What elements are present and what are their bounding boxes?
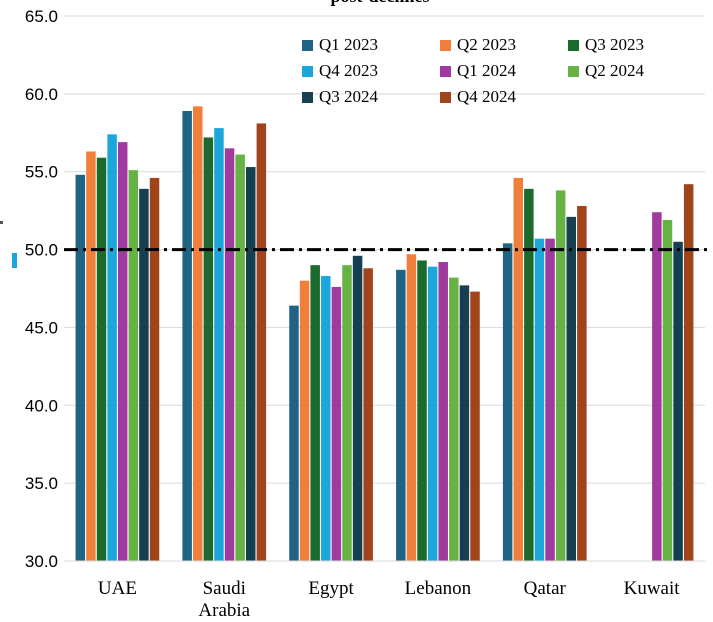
bar: [683, 184, 694, 561]
bar: [86, 151, 96, 561]
x-tick-label: Saudi Arabia: [198, 578, 250, 621]
x-tick-label: Egypt: [308, 578, 354, 599]
bar: [193, 106, 203, 562]
legend-item: Q4 2024: [440, 85, 568, 109]
bar: [128, 170, 139, 561]
legend-item: Q1 2024: [440, 59, 568, 83]
bar: [406, 254, 417, 561]
legend-swatch: [302, 65, 313, 77]
bar: [107, 134, 117, 562]
bar: [449, 277, 459, 561]
bar: [662, 219, 673, 561]
x-tick-label: Kuwait: [624, 578, 681, 599]
legend-label: Q2 2024: [585, 61, 645, 80]
legend-label: Q2 2023: [457, 35, 517, 54]
bar: [139, 188, 149, 562]
y-tick-label: 30.0: [25, 552, 58, 571]
legend-label: Q3 2024: [319, 87, 379, 106]
bar: [566, 216, 576, 561]
bar: [427, 266, 438, 561]
legend-label: Q1 2024: [457, 61, 517, 80]
bar: [246, 167, 256, 562]
bar: [363, 268, 373, 561]
bar: [459, 285, 470, 561]
legend-swatch: [568, 65, 579, 77]
bar: [396, 269, 406, 561]
y-tick-label: 35.0: [25, 474, 58, 493]
y-tick-label: 40.0: [25, 396, 58, 415]
legend-label: Q3 2023: [585, 35, 645, 54]
bar: [342, 265, 352, 561]
bar: [75, 174, 86, 562]
bar: [545, 238, 555, 561]
legend-item: Q3 2024: [302, 85, 440, 109]
bar: [214, 128, 224, 561]
bar: [438, 262, 448, 561]
legend-item: Q2 2023: [440, 33, 568, 57]
bar: [417, 260, 427, 561]
legend: Q1 2023 Q2 2023 Q3 2023 Q4 2023 Q1 2024 …: [302, 33, 682, 109]
bar: [310, 265, 320, 561]
legend-swatch: [440, 39, 451, 51]
legend-item: Q4 2023: [302, 59, 440, 83]
y-tick-label: 55.0: [25, 163, 58, 182]
cropped-side-dot: [0, 221, 3, 224]
bar: [203, 137, 214, 561]
x-tick-label: UAE: [98, 578, 137, 599]
legend-swatch: [440, 91, 451, 103]
legend-swatch: [568, 39, 579, 51]
bar: [470, 291, 480, 561]
bar: [235, 154, 245, 562]
bar: [513, 177, 523, 561]
y-tick-label: 45.0: [25, 318, 58, 337]
bar: [555, 190, 566, 561]
bar: [149, 177, 160, 561]
legend-label: Q4 2024: [457, 87, 517, 106]
chart-title-fragment: post-declines: [300, 0, 460, 7]
legend-item: Q3 2023: [568, 33, 688, 57]
bar: [331, 286, 342, 561]
bar: [534, 238, 545, 561]
y-tick-label: 50.0: [25, 241, 58, 260]
legend-label: Q1 2023: [319, 35, 379, 54]
bar: [673, 241, 683, 562]
bar: [352, 255, 363, 562]
bar: [577, 205, 587, 561]
bar: [289, 305, 299, 561]
bar: [96, 157, 107, 561]
y-tick-label: 60.0: [25, 85, 58, 104]
cropped-side-mark: [12, 253, 17, 268]
legend-item: Q2 2024: [568, 59, 688, 83]
bar: [182, 110, 192, 561]
legend-item: Q1 2023: [302, 33, 440, 57]
x-tick-label: Qatar: [524, 578, 567, 599]
bar: [256, 123, 267, 561]
bar: [117, 142, 128, 561]
bar: [652, 212, 662, 561]
legend-swatch: [302, 91, 313, 103]
bar: [524, 188, 534, 562]
bar: [321, 276, 331, 561]
bar: [299, 280, 310, 561]
legend-swatch: [302, 39, 313, 51]
bar: [224, 148, 235, 561]
bar: [502, 243, 513, 562]
legend-label: Q4 2023: [319, 61, 379, 80]
legend-swatch: [440, 65, 451, 77]
y-tick-label: 65.0: [25, 7, 58, 26]
x-tick-label: Lebanon: [405, 578, 472, 599]
